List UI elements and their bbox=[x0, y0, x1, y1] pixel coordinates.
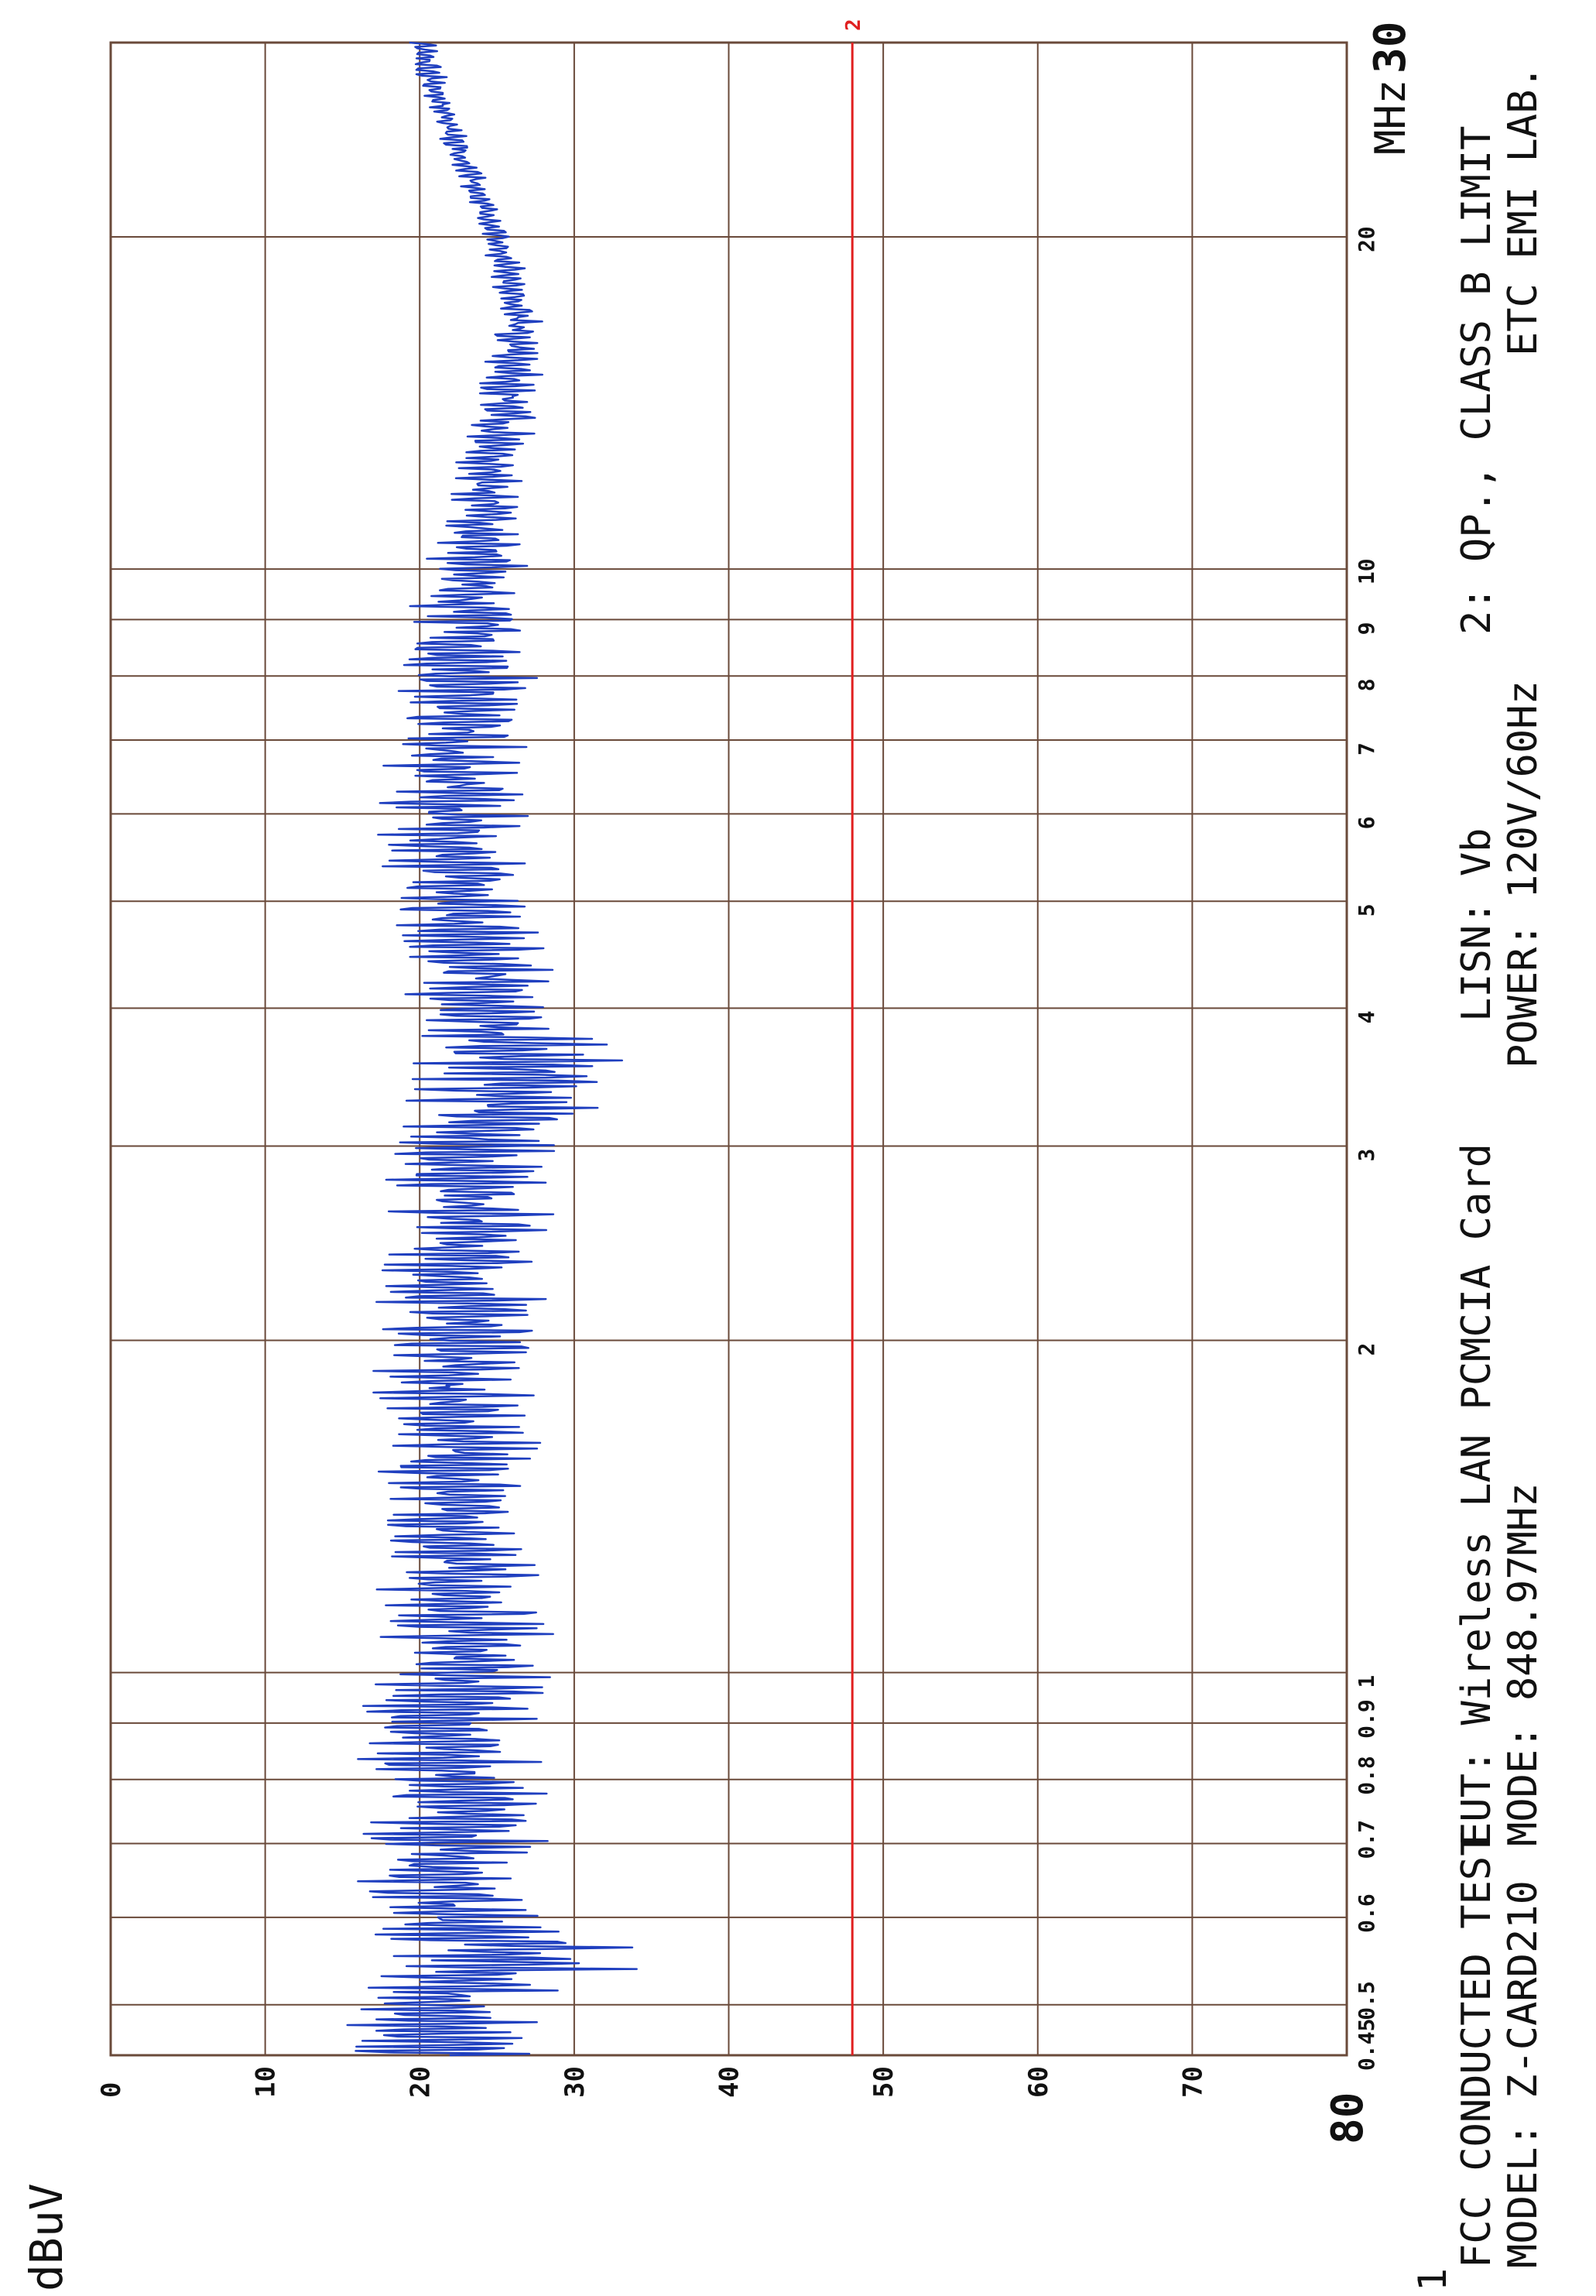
footer-mode: MODE: 848.97MHz bbox=[1500, 1482, 1546, 1846]
y-tick-label: 80 bbox=[1323, 2092, 1373, 2144]
x-tick-label: 6 bbox=[1354, 817, 1379, 830]
limit-line-label: 2 bbox=[842, 19, 865, 31]
footer-eut: EUT: Wireless LAN PCMCIA Card bbox=[1454, 1143, 1500, 1846]
y-tick-label: 50 bbox=[868, 2066, 899, 2098]
footer-model: MODEL: Z-CARD210 bbox=[1500, 1880, 1546, 2268]
x-tick-label: 0.5 bbox=[1354, 1981, 1379, 2020]
footer-lisn: LISN: Vb bbox=[1454, 828, 1500, 1022]
y-tick-label: 40 bbox=[714, 2066, 745, 2098]
x-tick-label: 0.7 bbox=[1354, 1820, 1379, 1859]
plot-grid bbox=[109, 41, 1348, 2057]
x-axis-ticks: 0.450.5 0.6 0.7 0.8 0.9 1 2 3 4 5 6 7 8 9 10 20 30 bbox=[1354, 22, 1416, 2071]
footer-limit: 2: QP., CLASS B LIMIT bbox=[1454, 126, 1500, 635]
footer-lab: ETC EMI LAB. bbox=[1500, 65, 1546, 356]
label-layer: dBuV MHz 1 FCC CONDUCTED TEST EUT: Wirel… bbox=[20, 65, 1546, 2291]
y-axis-ticks: 0 10 20 30 40 50 60 70 80 bbox=[96, 2066, 1373, 2144]
footer-power: POWER: 120V/60Hz bbox=[1500, 680, 1546, 1068]
x-tick-label: 7 bbox=[1354, 742, 1379, 756]
x-tick-label: 5 bbox=[1354, 903, 1379, 917]
x-tick-label: 30 bbox=[1365, 22, 1416, 74]
y-tick-label: 0 bbox=[96, 2082, 127, 2098]
y-unit-label: dBuV bbox=[20, 2183, 73, 2291]
x-unit-label: MHz bbox=[1366, 79, 1415, 155]
footer-test-name: FCC CONDUCTED TEST bbox=[1454, 1832, 1500, 2268]
legend-marker-1: 1 bbox=[1410, 2268, 1455, 2291]
x-tick-label: 8 bbox=[1354, 678, 1379, 691]
y-tick-label: 10 bbox=[251, 2066, 282, 2098]
x-tick-label: 0.9 bbox=[1354, 1699, 1379, 1739]
x-tick-label: 20 bbox=[1354, 226, 1379, 252]
x-tick-label: 9 bbox=[1354, 622, 1379, 636]
measured-trace bbox=[346, 41, 638, 2057]
series-layer: 2 bbox=[346, 19, 865, 2057]
x-tick-label: 2 bbox=[1354, 1343, 1379, 1356]
x-tick-label: 0.45 bbox=[1354, 2019, 1379, 2071]
x-tick-label: 0.8 bbox=[1354, 1756, 1379, 1795]
x-tick-label: 4 bbox=[1354, 1011, 1379, 1024]
y-tick-label: 20 bbox=[405, 2066, 436, 2098]
y-tick-label: 30 bbox=[560, 2066, 591, 2098]
x-tick-label: 1 bbox=[1354, 1675, 1379, 1688]
x-tick-label: 10 bbox=[1354, 558, 1379, 584]
x-tick-label: 3 bbox=[1354, 1149, 1379, 1162]
y-tick-label: 60 bbox=[1023, 2066, 1054, 2098]
y-tick-label: 70 bbox=[1177, 2066, 1208, 2098]
x-tick-label: 0.6 bbox=[1354, 1893, 1379, 1933]
